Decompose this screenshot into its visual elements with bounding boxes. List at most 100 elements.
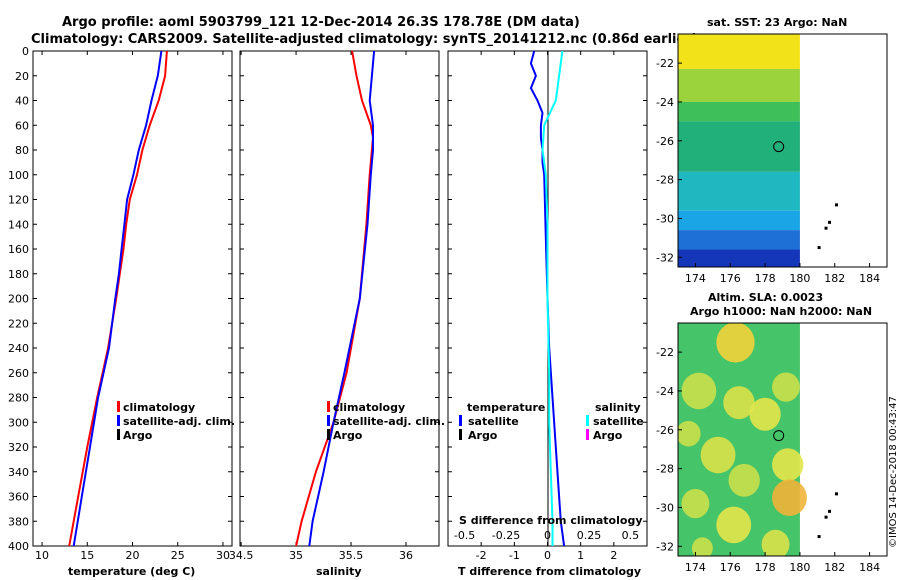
legend-satellite-adj-label: satellite-adj. clim. [333,415,445,428]
s-tick-label: -0.25 [492,529,520,542]
sst-band [678,101,800,122]
x-tick-label: 20 [126,549,140,562]
depth-tick-label: 80 [15,144,29,157]
depth-tick-label: 60 [15,119,29,132]
sla-map-subtitle: Argo h1000: NaN h2000: NaN [690,305,872,318]
sst-band [678,68,800,102]
depth-tick-label: 240 [8,342,29,355]
lon-tick-label: 184 [859,272,880,285]
series-satellite-adj-clim- [308,50,376,547]
sla-anomaly-blob [700,436,736,474]
lat-tick-label: -28 [656,463,674,476]
x-tick-label: 34.5 [229,549,254,562]
lat-tick-label: -30 [656,501,674,514]
sla-anomaly-blob [716,506,752,544]
difference-panel: -2 -1 0 1 2 -0.5 -0.25 0 0.25 0.5 T difference f… [447,50,648,578]
legend-climatology-label: climatology [123,401,195,414]
salinity-series [295,50,376,547]
island-marker [817,246,821,250]
x-tick-label: 1 [577,549,584,562]
temperature-xlabel: temperature (deg C) [68,565,195,578]
sla-anomaly-blob [772,448,804,482]
temperature-depth-axis: 0 20 40 60 80 100 120 140 160 180 200 220 240 260 280 3… [8,45,232,553]
lon-tick-label: 180 [789,561,810,574]
lon-tick-label: 178 [755,272,776,285]
legend-sal-satellite-swatch [586,415,589,426]
lat-tick-label: -22 [656,346,674,359]
lat-tick-label: -32 [656,251,674,264]
imos-credit: ©IMOS 14-Dec-2018 00:43:47 [888,396,899,548]
series-satellite-adj-clim- [72,50,163,547]
sla-anomaly-blob [772,479,807,517]
x-tick-label: 15 [80,549,94,562]
difference-xlabel: T difference from climatology [458,565,641,578]
sst-map-axes: 174 176 178 180 182 184 -22 -24 -26 -28 -30 -32 [656,57,880,285]
sst-band [678,171,800,211]
series-climatology [68,50,168,547]
sst-band [678,121,800,172]
legend-climatology-swatch [327,401,330,412]
x-tick-label: -1 [509,549,520,562]
x-tick-label: 2 [610,549,617,562]
lat-tick-label: -30 [656,212,674,225]
x-tick-label: 0 [544,549,551,562]
sla-map-title: Altim. SLA: 0.0023 [708,291,823,304]
sla-field [678,323,838,556]
depth-tick-label: 280 [8,392,29,405]
depth-tick-label: 160 [8,243,29,256]
lat-tick-label: -24 [656,385,674,398]
argo-position-marker [773,430,785,442]
s-tick-label: 0.5 [622,529,640,542]
lon-tick-label: 174 [685,272,706,285]
legend-temp-satellite-label: satellite [468,415,519,428]
header-line-2: Climatology: CARS2009. Satellite-adjuste… [31,32,698,47]
lon-tick-label: 176 [720,272,741,285]
lat-tick-label: -26 [656,424,674,437]
difference-legend: temperature satellite Argo salinity sate… [459,401,644,442]
lon-tick-label: 178 [755,561,776,574]
lon-tick-label: 174 [685,561,706,574]
depth-tick-label: 320 [8,441,29,454]
island-marker [817,535,821,539]
depth-tick-label: 120 [8,194,29,207]
sla-anomaly-blob [691,537,713,556]
sla-anomaly-blob [723,386,755,420]
legend-temp-argo-swatch [459,429,462,440]
lon-tick-label: 182 [824,561,845,574]
x-tick-label: 35.5 [339,549,364,562]
sla-anomaly-blob [772,372,800,402]
depth-tick-label: 140 [8,218,29,231]
temperature-panel: 0 20 40 60 80 100 120 140 160 180 200 220 240 260 280 3… [8,45,235,578]
salinity-xlabel: salinity [316,565,362,578]
sst-map-title: sat. SST: 23 Argo: NaN [707,16,847,29]
sla-anomaly-blob [681,372,717,410]
x-tick-label: 36 [399,549,413,562]
legend-salinity-heading: salinity [595,401,641,414]
sst-band [678,249,800,267]
legend-satellite-adj-label: satellite-adj. clim. [123,415,235,428]
difference-x-axis: -2 -1 0 1 2 [476,51,617,562]
x-tick-label: 35 [289,549,303,562]
header-line-1: Argo profile: aoml 5903799_121 12-Dec-20… [62,15,580,30]
sla-anomaly-blob [716,323,755,363]
sla-anomaly-blob [681,488,710,519]
depth-tick-label: 0 [22,45,29,58]
lat-tick-label: -24 [656,96,674,109]
depth-tick-label: 400 [8,540,29,553]
island-marker [828,509,832,513]
temperature-x-axis: 10 15 20 25 30 [35,51,230,562]
legend-argo-label: Argo [333,429,363,442]
legend-satellite-adj-swatch [117,415,120,426]
lat-tick-label: -32 [656,540,674,553]
lat-tick-label: -28 [656,174,674,187]
sst-map-panel: sat. SST: 23 Argo: NaN 174 176 178 180 182 18… [656,16,888,285]
island-marker [834,203,838,207]
lon-tick-label: 184 [859,561,880,574]
island-marker [824,515,828,519]
series-climatology [295,50,375,547]
depth-tick-label: 100 [8,169,29,182]
sst-band [678,34,800,69]
depth-tick-label: 40 [15,95,29,108]
sla-map-panel: Altim. SLA: 0.0023 Argo h1000: NaN h2000… [656,291,888,574]
salinity-plot-frame [239,50,440,547]
